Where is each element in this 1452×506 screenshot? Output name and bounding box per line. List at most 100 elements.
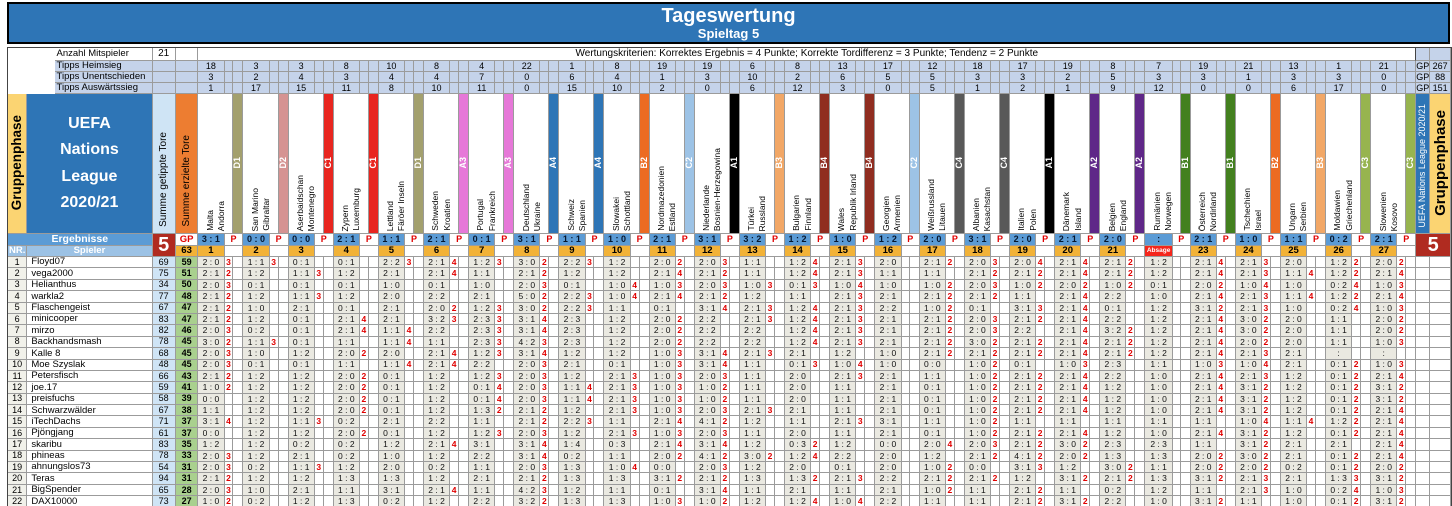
points-cell[interactable]	[630, 348, 640, 360]
points-cell[interactable]: 4	[405, 325, 414, 337]
prediction-cell[interactable]: 1 : 2	[1326, 268, 1353, 280]
points-cell[interactable]	[811, 405, 821, 417]
prediction-cell[interactable]: 1 : 2	[604, 268, 631, 280]
prediction-cell[interactable]: 0 : 2	[559, 450, 586, 463]
points-cell[interactable]: 2	[675, 336, 685, 349]
prediction-cell[interactable]: 2 : 1	[649, 268, 676, 280]
points-cell[interactable]: 2	[1397, 382, 1407, 394]
points-cell[interactable]: 3	[1397, 302, 1407, 314]
prediction-cell[interactable]: 0 : 2	[1100, 484, 1127, 497]
player-name[interactable]: Backhandsmash	[27, 336, 153, 349]
prediction-cell[interactable]: 1 : 1	[1145, 462, 1173, 474]
tipps-count-m27[interactable]: 21	[1371, 61, 1398, 72]
result-m7[interactable]: 0 : 1	[469, 234, 496, 246]
prediction-cell[interactable]: 3 : 1	[1055, 496, 1082, 506]
prediction-cell[interactable]: 2 : 1	[333, 313, 360, 326]
points-cell[interactable]: 4	[1216, 257, 1226, 269]
prediction-cell[interactable]: 1 : 1	[739, 382, 766, 394]
prediction-cell[interactable]: 1 : 2	[423, 382, 451, 394]
tipps-count-m1[interactable]: 18	[198, 61, 225, 72]
prediction-cell[interactable]: 1 : 2	[1145, 336, 1173, 349]
tipps-count-m16[interactable]: 5	[875, 72, 902, 83]
prediction-cell[interactable]: 1 : 1	[333, 359, 360, 371]
prediction-cell[interactable]: 1 : 2	[198, 439, 225, 451]
points-cell[interactable]: 2	[1036, 405, 1046, 417]
points-cell[interactable]: 2	[540, 257, 550, 269]
match-number-m13[interactable]: 13	[739, 246, 766, 257]
points-cell[interactable]: 2	[720, 268, 730, 280]
prediction-cell[interactable]: 1 : 0	[378, 450, 405, 463]
prediction-cell[interactable]: 1 : 1	[559, 393, 586, 406]
points-cell[interactable]	[766, 427, 775, 440]
points-cell[interactable]: 4	[720, 302, 730, 314]
points-cell[interactable]: 2	[224, 473, 234, 485]
player-points[interactable]: 51	[175, 268, 199, 280]
prediction-cell[interactable]: 2 : 0	[694, 427, 721, 440]
prediction-cell[interactable]: 2 : 0	[694, 257, 721, 269]
prediction-cell[interactable]: 2 : 1	[784, 484, 812, 497]
prediction-cell[interactable]: 2 : 0	[964, 439, 992, 451]
prediction-cell[interactable]: 0 : 1	[378, 405, 405, 417]
prediction-cell[interactable]: 1 : 1	[288, 462, 315, 474]
prediction-cell[interactable]: 1 : 0	[964, 427, 992, 440]
points-cell[interactable]	[1307, 336, 1317, 349]
points-cell[interactable]	[1036, 359, 1046, 371]
points-cell[interactable]: 4	[811, 302, 821, 314]
prediction-cell[interactable]: 1 : 2	[288, 370, 315, 383]
points-cell[interactable]: 3	[450, 313, 460, 326]
points-cell[interactable]	[314, 348, 324, 360]
prediction-cell[interactable]: 0 : 2	[288, 439, 315, 451]
prediction-cell[interactable]: 2 : 1	[919, 473, 946, 485]
prediction-cell[interactable]: 2 : 1	[830, 291, 857, 303]
points-cell[interactable]: 3	[1397, 279, 1407, 292]
prediction-cell[interactable]: 2 : 0	[514, 359, 541, 371]
prediction-cell[interactable]: 2 : 1	[1235, 291, 1262, 303]
points-cell[interactable]	[991, 462, 1000, 474]
prediction-cell[interactable]: 2 : 1	[1280, 473, 1308, 485]
points-cell[interactable]: 3	[224, 325, 234, 337]
points-cell[interactable]: 3	[856, 313, 866, 326]
prediction-cell[interactable]: 1 : 0	[875, 348, 902, 360]
tipps-count-m19[interactable]: 3	[1009, 72, 1037, 83]
points-cell[interactable]: 4	[1081, 370, 1091, 383]
points-cell[interactable]: 2	[359, 370, 369, 383]
points-cell[interactable]: 4	[720, 484, 730, 497]
prediction-cell[interactable]: 2 : 1	[919, 257, 946, 269]
player-points[interactable]: 47	[175, 313, 199, 326]
prediction-cell[interactable]: 1 : 2	[423, 496, 451, 506]
prediction-cell[interactable]: 2 : 0	[198, 257, 225, 269]
tipps-count-m25[interactable]: 6	[1280, 83, 1308, 94]
prediction-cell[interactable]: 3 : 1	[649, 473, 676, 485]
result-m15[interactable]: 1 : 0	[830, 234, 857, 246]
prediction-cell[interactable]: 2 : 2	[559, 291, 586, 303]
gp-total[interactable]: 267	[1430, 61, 1451, 72]
points-cell[interactable]: 4	[1081, 257, 1091, 269]
points-cell[interactable]: 3	[675, 405, 685, 417]
prediction-cell[interactable]: 1 : 2	[1280, 370, 1308, 383]
prediction-cell[interactable]: 2 : 2	[1100, 370, 1127, 383]
prediction-cell[interactable]: 3 : 1	[694, 359, 721, 371]
points-cell[interactable]	[901, 370, 910, 383]
points-cell[interactable]	[1036, 473, 1046, 485]
prediction-cell[interactable]: 1 : 0	[830, 496, 857, 506]
prediction-cell[interactable]: 0 : 2	[333, 450, 360, 463]
points-cell[interactable]	[450, 450, 460, 463]
points-cell[interactable]: 2	[1126, 325, 1136, 337]
points-cell[interactable]	[585, 473, 595, 485]
points-cell[interactable]: 2	[766, 450, 775, 463]
points-cell[interactable]	[585, 370, 595, 383]
prediction-cell[interactable]: 1 : 3	[559, 473, 586, 485]
points-cell[interactable]: 2	[540, 268, 550, 280]
points-cell[interactable]	[269, 268, 279, 280]
prediction-cell[interactable]: 1 : 2	[423, 427, 451, 440]
player-tipped-goals[interactable]: 34	[152, 279, 176, 292]
prediction-cell[interactable]: 2 : 1	[604, 393, 631, 406]
points-cell[interactable]: 2	[1397, 325, 1407, 337]
points-cell[interactable]: 4	[1352, 484, 1362, 497]
points-cell[interactable]: 4	[1036, 257, 1046, 269]
points-cell[interactable]: 2	[1081, 496, 1091, 506]
prediction-cell[interactable]: 1 : 1	[288, 416, 315, 428]
prediction-cell[interactable]: 1 : 1	[739, 268, 766, 280]
match-number-m22[interactable]: Absage	[1145, 246, 1173, 257]
prediction-cell[interactable]: 0 : 0	[875, 439, 902, 451]
